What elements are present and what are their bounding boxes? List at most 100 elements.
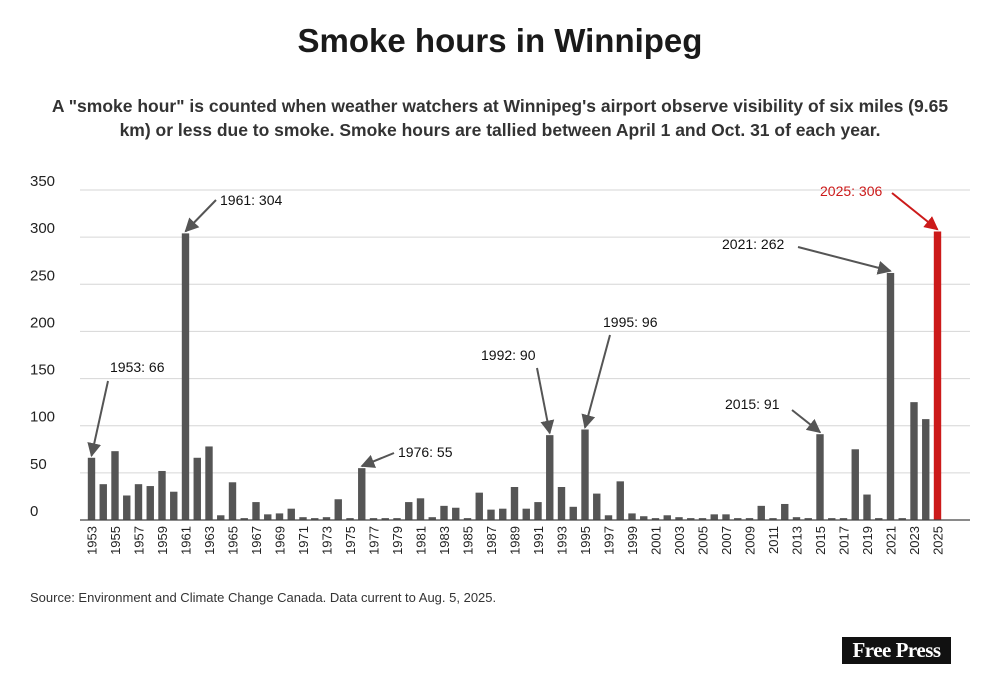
bar-1957 — [134, 484, 143, 520]
x-tick-label: 1973 — [320, 526, 335, 555]
bar-1959 — [158, 470, 166, 520]
bar-2012 — [781, 503, 789, 520]
annotation-label-1953: 1953: 66 — [110, 359, 165, 375]
x-tick-label: 2015 — [813, 526, 828, 555]
annotation-label-2021: 2021: 262 — [722, 236, 784, 252]
bar-1958 — [146, 486, 154, 520]
x-tick-label: 2017 — [837, 526, 852, 555]
y-tick-label: 350 — [30, 173, 55, 190]
bar-1999 — [628, 513, 636, 520]
bar-2025 — [933, 231, 942, 520]
y-tick-label: 0 — [30, 503, 38, 520]
x-tick-label: 1983 — [437, 526, 452, 555]
bar-2015 — [816, 434, 824, 520]
bar-1995 — [581, 429, 589, 520]
source-note: Source: Environment and Climate Change C… — [30, 590, 497, 605]
bar-1955 — [111, 451, 119, 520]
bar-1982 — [428, 517, 436, 520]
bar-1964 — [217, 515, 225, 520]
bar-2020 — [875, 518, 883, 520]
bar-1987 — [487, 509, 495, 520]
y-tick-label: 150 — [30, 362, 55, 379]
y-tick-label: 200 — [30, 314, 55, 331]
annotation-arrow-1992 — [536, 367, 555, 435]
bar-2002 — [663, 515, 671, 520]
bar-1991 — [534, 502, 542, 520]
chart-title: Smoke hours in Winnipeg — [297, 22, 703, 59]
annotation-label-1961: 1961: 304 — [220, 192, 282, 208]
bar-1981 — [416, 498, 425, 520]
annotation-label-2015: 2015: 91 — [725, 396, 780, 412]
bar-1960 — [170, 491, 178, 520]
bar-2008 — [734, 518, 742, 520]
y-tick-label: 50 — [30, 456, 47, 473]
bar-1983 — [440, 505, 448, 520]
annotation-arrow-2025 — [891, 192, 939, 231]
bar-2019 — [863, 494, 871, 520]
x-tick-label: 1985 — [461, 526, 476, 555]
bar-1989 — [510, 487, 519, 520]
x-tick-label: 1993 — [555, 526, 570, 555]
x-tick-label: 1989 — [508, 526, 523, 555]
bar-1969 — [275, 513, 284, 520]
annotation-arrow-2015 — [791, 409, 822, 434]
bar-2018 — [851, 449, 859, 520]
bar-1997 — [604, 515, 613, 520]
x-tick-label: 1971 — [296, 526, 311, 555]
bar-2010 — [757, 505, 765, 520]
x-tick-label: 2013 — [790, 526, 805, 555]
annotation-label-1995: 1995: 96 — [603, 314, 658, 330]
y-tick-label: 250 — [30, 267, 55, 284]
bar-1973 — [322, 517, 331, 520]
bar-1976 — [358, 468, 366, 520]
bar-1966 — [240, 518, 248, 520]
bar-2005 — [698, 518, 707, 520]
annotation-label-1992: 1992: 90 — [481, 347, 536, 363]
y-tick-label: 300 — [30, 220, 55, 237]
x-tick-label: 1981 — [414, 526, 429, 555]
bar-1971 — [299, 517, 307, 520]
bar-2007 — [722, 514, 730, 520]
x-tick-label: 2007 — [719, 526, 734, 555]
x-tick-label: 1991 — [531, 526, 546, 555]
annotation-arrow-1995 — [581, 334, 611, 429]
bar-1972 — [311, 518, 319, 520]
bar-1963 — [205, 446, 213, 520]
x-tick-label: 1959 — [155, 526, 170, 555]
bar-1978 — [381, 518, 389, 520]
x-tick-label: 1967 — [249, 526, 264, 555]
x-tick-label: 2009 — [743, 526, 758, 555]
x-tick-label: 1975 — [343, 526, 358, 555]
bar-1986 — [475, 492, 483, 520]
bar-1961 — [181, 233, 190, 520]
bar-2003 — [675, 517, 683, 520]
bar-2000 — [640, 516, 648, 520]
x-tick-label: 1953 — [85, 526, 100, 555]
bar-1980 — [405, 502, 413, 520]
bar-1996 — [593, 493, 601, 520]
x-tick-label: 1977 — [367, 526, 382, 555]
bar-1994 — [569, 506, 577, 520]
bar-2001 — [651, 518, 660, 520]
annotation-arrow-1953 — [87, 380, 109, 458]
x-tick-label: 1995 — [578, 526, 593, 555]
x-tick-label: 1997 — [602, 526, 617, 555]
bar-1977 — [369, 518, 378, 520]
bar-1979 — [393, 518, 401, 520]
x-tick-label: 2023 — [907, 526, 922, 555]
x-tick-label: 2019 — [860, 526, 875, 555]
x-tick-label: 1979 — [390, 526, 405, 555]
bar-1985 — [463, 518, 472, 520]
annotation-arrow-1961 — [184, 199, 217, 233]
free-press-logo: Free Press — [842, 637, 951, 664]
bar-1975 — [346, 518, 354, 520]
bar-2023 — [910, 402, 918, 520]
bar-1998 — [616, 481, 624, 520]
bar-2004 — [687, 518, 695, 520]
x-tick-label: 2021 — [884, 526, 899, 555]
bar-2016 — [828, 518, 836, 520]
x-tick-label: 2025 — [931, 526, 946, 555]
x-tick-label: 1965 — [226, 526, 241, 555]
bar-1968 — [264, 514, 272, 520]
bar-1954 — [99, 484, 107, 520]
